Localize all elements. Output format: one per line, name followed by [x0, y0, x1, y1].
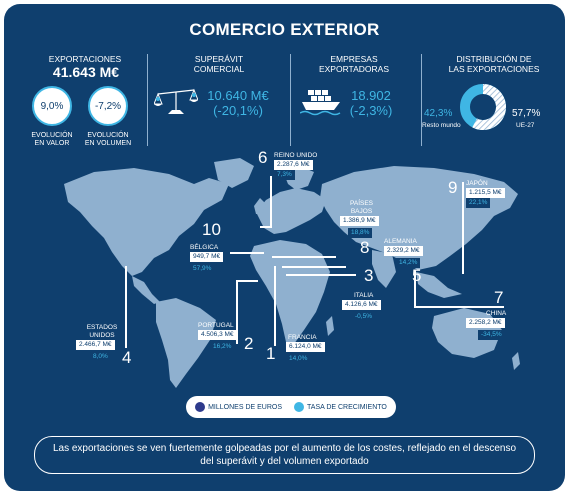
- leader-line: [230, 252, 264, 254]
- country-growth: 7,3%: [274, 170, 295, 180]
- volumen-circle: -7,2%: [88, 86, 128, 126]
- empresas-value: 18.902 (-2,3%): [349, 88, 393, 118]
- south-america-shape: [156, 298, 216, 388]
- country-name: CHINA: [486, 310, 507, 317]
- country-value: 2.258,2 M€: [466, 318, 505, 328]
- exportaciones-value: 41.643 M€: [52, 64, 120, 80]
- country-value: 4.506,3 M€: [198, 330, 237, 340]
- country-name: ITALIA: [354, 292, 374, 299]
- map-legend: MILLONES DE EUROS TASA DE CRECIMIENTO: [186, 396, 396, 418]
- country-value: 1.215,5 M€: [466, 188, 505, 198]
- country-name: ALEMANIA: [384, 238, 417, 245]
- page-title: COMERCIO EXTERIOR: [189, 20, 380, 39]
- country-value: 6.124,0 M€: [286, 342, 325, 352]
- country-growth: 16,2%: [210, 342, 235, 352]
- superavit-label: SUPERÁVIT COMERCIAL: [193, 54, 245, 74]
- legend-tasa: TASA DE CRECIMIENTO: [294, 402, 387, 412]
- country-name: JAPÓN: [466, 180, 488, 187]
- country-growth: -34,5%: [478, 330, 505, 340]
- legend-millones: MILLONES DE EUROS: [195, 402, 282, 412]
- country-name: FRANCIA: [288, 334, 317, 341]
- central-america-shape: [132, 276, 160, 304]
- rank-number: 5: [412, 266, 422, 285]
- circle-icon: [195, 402, 206, 412]
- ship-icon: [300, 90, 341, 116]
- empresas-label: EMPRESAS EXPORTADORAS: [318, 54, 390, 74]
- rank-number: 8: [360, 238, 370, 257]
- north-america-shape: [64, 168, 229, 276]
- country-value: 4.126,6 M€: [342, 300, 381, 310]
- volumen-label: EVOLUCIÓN EN VOLUMEN: [84, 132, 132, 147]
- leader-line: [286, 274, 356, 276]
- leader-line: [274, 266, 276, 346]
- valor-circle: 9,0%: [32, 86, 72, 126]
- rank-number: 7: [494, 288, 504, 307]
- distribution-donut: [460, 84, 506, 130]
- country-growth: 57,9%: [190, 264, 215, 274]
- country-growth: -0,5%: [352, 312, 375, 322]
- greenland-shape: [214, 158, 254, 188]
- rank-number: 1: [266, 344, 276, 363]
- country-value: 1.386,9 M€: [340, 216, 379, 226]
- rank-number: 4: [122, 348, 132, 367]
- india-shape: [372, 250, 396, 288]
- europe-shape: [256, 188, 326, 234]
- leader-line: [414, 270, 416, 306]
- leader-line: [236, 280, 258, 282]
- separator: [290, 54, 291, 146]
- rank-number: 6: [258, 148, 268, 167]
- country-value: 2.329,2 M€: [384, 246, 423, 256]
- country-name: BÉLGICA: [190, 244, 219, 251]
- resto-pct: 42,3%: [424, 108, 453, 119]
- ue-pct: 57,7%: [512, 108, 541, 119]
- country-growth: 22,1%: [466, 198, 491, 208]
- country-name: PORTUGAL: [198, 322, 234, 329]
- leader-line: [236, 280, 238, 344]
- country-growth: 14,0%: [286, 354, 311, 364]
- resto-label: Resto mundo: [422, 122, 461, 129]
- country-growth: 8,0%: [90, 352, 111, 362]
- rank-number: 9: [448, 178, 458, 197]
- leader-line: [414, 306, 504, 308]
- country-value: 2.287,6 M€: [274, 160, 313, 170]
- country-value: 2.466,7 M€: [76, 340, 115, 350]
- separator: [147, 54, 148, 146]
- summary-box: Las exportaciones se ven fuertemente gol…: [34, 436, 535, 474]
- madagascar-shape: [326, 316, 334, 336]
- scale-icon: [154, 88, 198, 114]
- valor-pct: 9,0%: [40, 100, 64, 112]
- exportaciones-label: EXPORTACIONES: [48, 54, 122, 64]
- country-growth: 18,8%: [348, 228, 373, 238]
- rank-number: 3: [364, 266, 374, 285]
- leader-line: [260, 226, 272, 228]
- leader-line: [272, 256, 336, 258]
- distribucion-label: DISTRIBUCIÓN DE LAS EXPORTACIONES: [448, 54, 540, 74]
- leader-line: [462, 182, 464, 274]
- leader-line: [282, 266, 346, 268]
- leader-line: [270, 176, 272, 226]
- valor-label: EVOLUCIÓN EN VALOR: [31, 132, 73, 147]
- ue-label: UE-27: [516, 122, 535, 129]
- new-zealand-shape: [512, 352, 520, 370]
- country-growth: 14,2%: [396, 258, 421, 268]
- leader-line: [125, 266, 127, 348]
- country-name: PAÍSES BAJOS: [350, 200, 374, 215]
- volumen-pct: -7,2%: [94, 100, 122, 112]
- summary-text: Las exportaciones se ven fuertemente gol…: [52, 443, 517, 467]
- rank-number: 10: [202, 220, 221, 239]
- rank-number: 2: [244, 334, 254, 353]
- country-name: ESTADOS UNIDOS: [86, 324, 118, 339]
- circle-icon: [294, 402, 305, 412]
- country-name: REINO UNIDO: [274, 152, 318, 159]
- uk-shape: [254, 198, 266, 214]
- southeast-asia-shape: [416, 272, 462, 298]
- superavit-value: 10.640 M€ (-20,1%): [207, 88, 269, 118]
- country-value: 949,7 M€: [190, 252, 224, 262]
- infographic-card: COMERCIO EXTERIOR EXPORTACIONES 41.643 M…: [4, 4, 565, 491]
- separator: [421, 54, 422, 146]
- japan-shape: [468, 212, 482, 236]
